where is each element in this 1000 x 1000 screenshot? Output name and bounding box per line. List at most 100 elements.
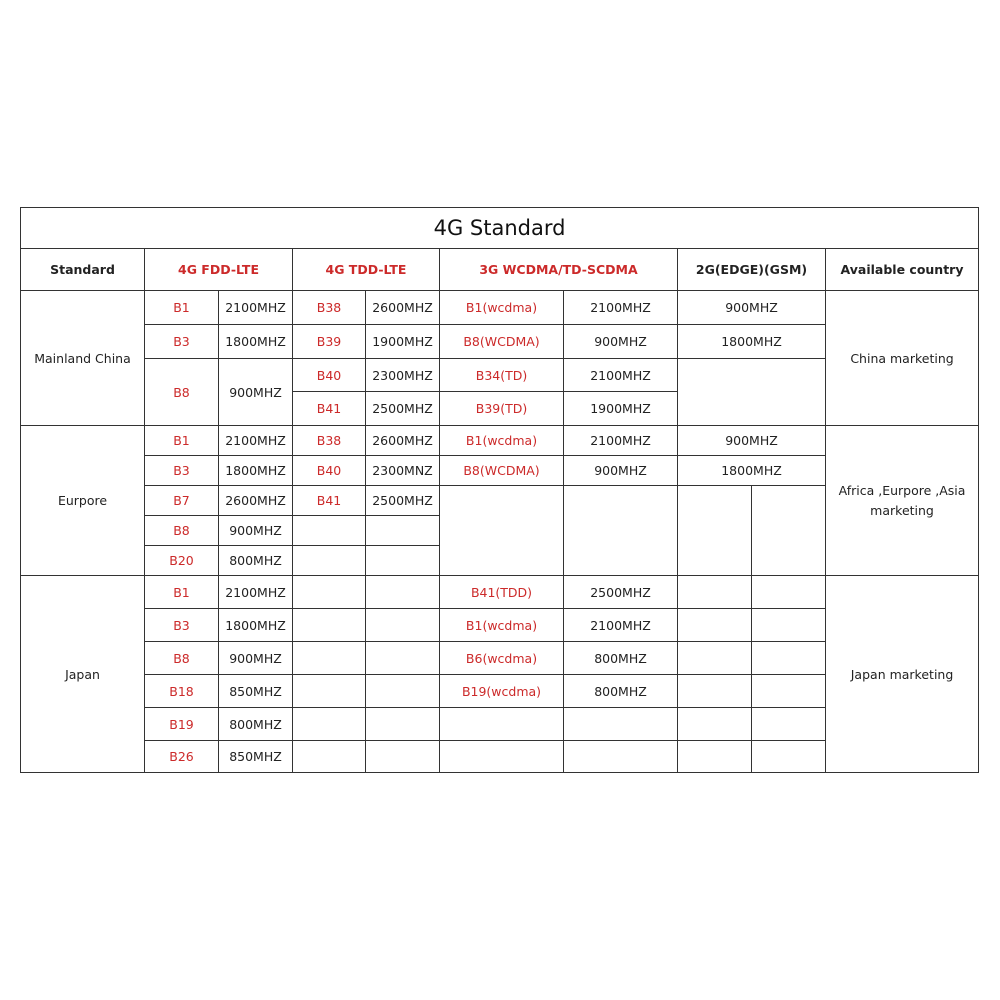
- table-row: B8 900MHZ B6(wcdma) 800MHZ: [21, 641, 979, 675]
- table-cell: B41(TDD): [439, 575, 564, 609]
- table-cell: 1900MHZ: [365, 324, 440, 359]
- column-header: 4G TDD-LTE: [292, 248, 440, 291]
- table-cell: 800MHZ: [563, 674, 678, 708]
- table-cell: B6(wcdma): [439, 641, 564, 675]
- empty-cell: [365, 674, 440, 708]
- table-title: 4G Standard: [19, 207, 980, 249]
- empty-cell: [439, 485, 564, 576]
- table-cell: B3: [144, 455, 219, 486]
- table-row: B18 850MHZ B19(wcdma) 800MHZ: [21, 674, 979, 708]
- empty-cell: [677, 740, 752, 773]
- table-row: B19 800MHZ: [21, 707, 979, 741]
- table-cell: 1800MHZ: [218, 455, 293, 486]
- column-header: 3G WCDMA/TD-SCDMA: [439, 248, 678, 291]
- table-cell: 800MHZ: [218, 707, 293, 741]
- column-header: Standard: [20, 248, 145, 291]
- table-row: B41 2500MHZ B39(TD) 1900MHZ: [21, 391, 979, 426]
- table-cell: 900MHZ: [218, 515, 293, 546]
- empty-cell: [365, 740, 440, 773]
- empty-cell: [292, 707, 366, 741]
- table-cell: B38: [292, 290, 366, 325]
- table-cell: B41: [292, 391, 366, 426]
- empty-cell: [292, 608, 366, 642]
- table-cell: 2100MHZ: [563, 358, 678, 392]
- table-cell: B38: [292, 425, 366, 456]
- column-header: Available country: [824, 248, 980, 291]
- empty-cell: [292, 545, 366, 576]
- empty-cell: [365, 545, 440, 576]
- table-cell: B41: [292, 485, 366, 516]
- table-cell: B40: [292, 358, 366, 392]
- empty-cell: [751, 608, 826, 642]
- column-header: 2G(EDGE)(GSM): [677, 248, 826, 291]
- empty-cell: [677, 358, 826, 426]
- table-cell: B34(TD): [439, 358, 564, 392]
- empty-cell: [365, 707, 440, 741]
- column-header: 4G FDD-LTE: [144, 248, 293, 291]
- table-cell: 2100MHZ: [563, 608, 678, 642]
- table-cell: 1800MHZ: [677, 324, 826, 359]
- table-cell: 900MHZ: [677, 290, 826, 325]
- empty-cell: [365, 575, 440, 609]
- table-row: B20 800MHZ: [21, 545, 979, 576]
- table-cell: B8(WCDMA): [439, 324, 564, 359]
- table-row: Japan B1 2100MHZ B41(TDD) 2500MHZ Japan marke…: [20, 575, 980, 773]
- empty-cell: [751, 740, 826, 773]
- table-cell: B26: [144, 740, 219, 773]
- table-cell: 2300MNZ: [365, 455, 440, 486]
- table-cell: B40: [292, 455, 366, 486]
- table-cell: B1(wcdma): [439, 425, 564, 456]
- empty-cell: [439, 740, 564, 773]
- table-row: Mainland China B1 2100MHZ B38 2600MHZ B1(wcdm…: [20, 290, 980, 426]
- table-row: B8 900MHZ B40 2300MHZ B34(TD) 2100MHZ: [21, 358, 979, 426]
- table-cell: B19(wcdma): [439, 674, 564, 708]
- empty-cell: [292, 740, 366, 773]
- table-cell: 900MHZ: [563, 324, 678, 359]
- empty-cell: [563, 740, 678, 773]
- table-cell: 2100MHZ: [563, 425, 678, 456]
- table-cell: Mainland China: [20, 290, 145, 426]
- table-cell: B1: [144, 575, 219, 609]
- table-body: 4G Standard Standard 4G FDD-LTE 4G TDD-LTE 3…: [19, 207, 980, 773]
- title-row: 4G Standard: [19, 207, 980, 249]
- empty-cell: [365, 641, 440, 675]
- table-cell: B18: [144, 674, 219, 708]
- empty-cell: [292, 674, 366, 708]
- empty-cell: [751, 575, 826, 609]
- table-cell: B8: [144, 641, 219, 675]
- empty-cell: [439, 707, 564, 741]
- table-cell: 900MHZ: [677, 425, 826, 456]
- table-cell: 1800MHZ: [677, 455, 826, 486]
- empty-cell: [677, 674, 752, 708]
- table-cell: 2300MHZ: [365, 358, 440, 392]
- table-cell: B1: [144, 290, 219, 325]
- empty-cell: [751, 641, 826, 675]
- table-cell: China marketing: [824, 290, 980, 426]
- table-cell: B1(wcdma): [439, 608, 564, 642]
- table-cell: B1(wcdma): [439, 290, 564, 325]
- table-cell: 1800MHZ: [218, 608, 293, 642]
- table-cell: 2600MHZ: [365, 425, 440, 456]
- table-cell: Japan: [20, 575, 145, 773]
- empty-cell: [677, 641, 752, 675]
- empty-cell: [677, 608, 752, 642]
- empty-cell: [563, 485, 678, 576]
- empty-cell: [292, 515, 366, 546]
- table-cell: 2500MHZ: [563, 575, 678, 609]
- table-cell: 2100MHZ: [218, 575, 293, 609]
- table-cell: Eurpore: [20, 425, 145, 576]
- table-cell: 800MHZ: [218, 545, 293, 576]
- empty-cell: [751, 707, 826, 741]
- empty-cell: [563, 707, 678, 741]
- empty-cell: [365, 515, 440, 546]
- empty-cell: [292, 575, 366, 609]
- table-cell: 1800MHZ: [218, 324, 293, 359]
- table-cell: 850MHZ: [218, 674, 293, 708]
- table-cell: B1: [144, 425, 219, 456]
- table-row: B3 1800MHZ B1(wcdma) 2100MHZ: [21, 608, 979, 642]
- table-cell: B3: [144, 608, 219, 642]
- table-cell: 2500MHZ: [365, 485, 440, 516]
- table-cell: B7: [144, 485, 219, 516]
- table-row: Eurpore B1 2100MHZ B38 2600MHZ B1(wcdma) 2100M…: [20, 425, 980, 576]
- table-cell: 2100MHZ: [563, 290, 678, 325]
